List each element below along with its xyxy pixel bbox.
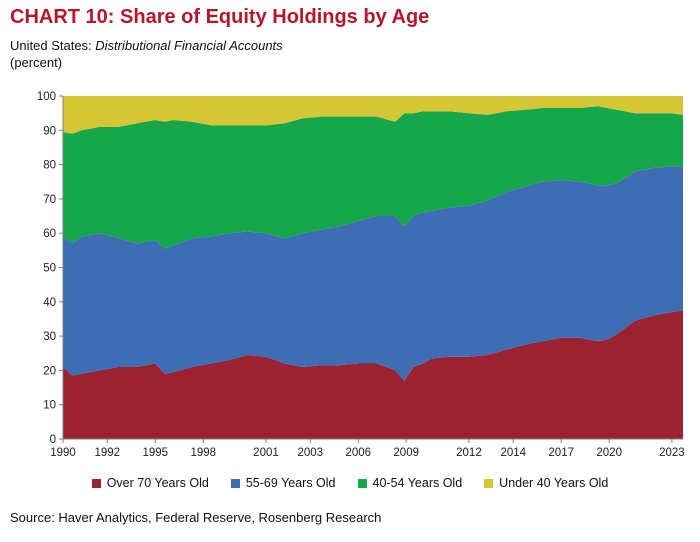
area-series-under-40-years-old <box>63 96 683 134</box>
legend-label-over-70: Over 70 Years Old <box>106 476 209 490</box>
legend-item-under-40: Under 40 Years Old <box>484 476 608 490</box>
y-tick-label: 30 <box>43 331 56 343</box>
legend-swatch-40-54 <box>357 478 367 488</box>
y-tick-label: 80 <box>43 160 56 172</box>
y-tick-label: 50 <box>43 263 56 275</box>
area-series-55-69-years-old <box>63 166 683 381</box>
subtitle-prefix: United States: <box>10 38 96 53</box>
x-tick-label: 2023 <box>659 447 685 459</box>
legend-swatch-over-70 <box>91 478 101 488</box>
legend-item-40-54: 40-54 Years Old <box>357 476 463 490</box>
area-series-over-70-years-old <box>63 310 683 439</box>
x-tick-label: 2014 <box>500 447 526 459</box>
legend-swatch-under-40 <box>484 478 494 488</box>
legend-label-under-40: Under 40 Years Old <box>499 476 609 490</box>
y-tick-label: 20 <box>43 365 56 377</box>
x-tick-label: 2001 <box>253 447 279 459</box>
y-tick-label: 60 <box>43 228 56 240</box>
x-tick-label: 1992 <box>94 447 120 459</box>
x-tick-label: 2003 <box>297 447 323 459</box>
x-tick-label: 2012 <box>456 447 482 459</box>
source-note: Source: Haver Analytics, Federal Reserve… <box>10 510 382 525</box>
x-tick-label: 2006 <box>345 447 371 459</box>
y-tick-label: 40 <box>43 297 56 309</box>
x-tick-label: 1995 <box>142 447 168 459</box>
x-tick-label: 2017 <box>548 447 574 459</box>
chart-subtitle: United States: Distributional Financial … <box>10 38 283 53</box>
x-tick-label: 2020 <box>596 447 622 459</box>
unit-label: (percent) <box>10 55 63 70</box>
x-tick-label: 1998 <box>190 447 216 459</box>
y-tick-label: 10 <box>43 400 56 412</box>
area-chart: 0 10 20 30 40 50 60 70 80 90 100 1990 1992 1995 1998 20… <box>37 91 685 459</box>
legend-item-over-70: Over 70 Years Old <box>91 476 209 490</box>
y-tick-label: 90 <box>43 125 56 137</box>
legend-label-55-69: 55-69 Years Old <box>245 476 336 490</box>
chart-legend: Over 70 Years Old 55-69 Years Old 40-54 … <box>0 476 700 490</box>
x-tick-label: 2009 <box>393 447 419 459</box>
y-tick-label: 100 <box>37 91 56 103</box>
chart-title: CHART 10: Share of Equity Holdings by Ag… <box>10 6 430 28</box>
subtitle-source-name: Distributional Financial Accounts <box>95 38 283 53</box>
legend-swatch-55-69 <box>230 478 240 488</box>
y-tick-label: 0 <box>50 434 56 446</box>
legend-label-40-54: 40-54 Years Old <box>372 476 463 490</box>
legend-item-55-69: 55-69 Years Old <box>230 476 336 490</box>
y-tick-label: 70 <box>43 194 56 206</box>
area-series-40-54-years-old <box>63 106 683 249</box>
x-tick-label: 1990 <box>50 447 76 459</box>
